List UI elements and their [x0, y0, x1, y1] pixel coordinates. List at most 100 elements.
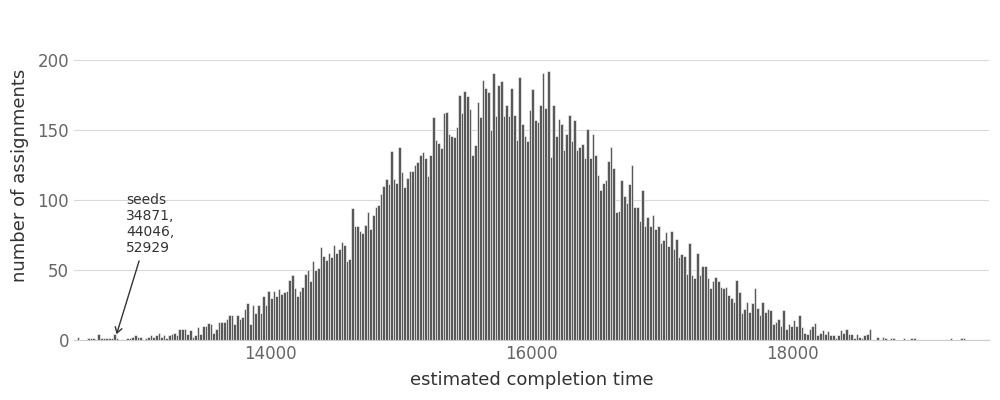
Bar	[950, 338, 952, 340]
Bar	[484, 88, 487, 340]
Bar	[688, 243, 691, 340]
Bar	[910, 338, 913, 340]
Bar	[892, 338, 895, 340]
Bar	[884, 338, 887, 340]
Bar	[77, 337, 79, 340]
Bar	[568, 114, 571, 340]
Bar	[186, 334, 189, 340]
Bar	[699, 275, 701, 340]
Bar	[709, 288, 712, 340]
Bar	[539, 105, 542, 340]
Bar	[842, 333, 845, 340]
Bar	[798, 314, 801, 340]
Bar	[788, 324, 790, 340]
Bar	[453, 137, 456, 340]
Bar	[364, 225, 367, 340]
Bar	[236, 314, 239, 340]
Bar	[145, 338, 147, 340]
Bar	[565, 134, 568, 340]
Bar	[168, 336, 171, 340]
Bar	[343, 245, 346, 340]
Bar	[777, 319, 780, 340]
Bar	[840, 330, 842, 340]
Bar	[654, 229, 657, 340]
Bar	[534, 120, 537, 340]
Bar	[555, 136, 558, 340]
Bar	[633, 207, 636, 340]
Bar	[458, 95, 461, 340]
Bar	[542, 73, 544, 340]
Bar	[429, 155, 432, 340]
Bar	[301, 286, 304, 340]
Bar	[626, 203, 628, 340]
Bar	[730, 298, 733, 340]
Bar	[696, 253, 699, 340]
Bar	[615, 212, 618, 340]
Bar	[571, 141, 573, 340]
Bar	[727, 295, 730, 340]
Bar	[578, 147, 581, 340]
Bar	[317, 268, 320, 340]
Bar	[165, 338, 168, 340]
Bar	[181, 328, 184, 340]
Bar	[448, 134, 450, 340]
Bar	[435, 140, 437, 340]
Bar	[382, 186, 385, 340]
Bar	[393, 179, 395, 340]
Bar	[756, 308, 759, 340]
Bar	[845, 328, 848, 340]
Bar	[746, 302, 748, 340]
Bar	[513, 114, 516, 340]
Bar	[307, 270, 309, 340]
Bar	[278, 289, 280, 340]
Bar	[725, 286, 727, 340]
Bar	[286, 291, 288, 340]
Bar	[550, 156, 552, 340]
Bar	[218, 322, 220, 340]
Bar	[228, 314, 231, 340]
Bar	[482, 80, 484, 340]
Bar	[309, 281, 312, 340]
Bar	[803, 333, 806, 340]
Bar	[767, 309, 769, 340]
Bar	[160, 337, 163, 340]
Bar	[474, 145, 477, 340]
Bar	[388, 184, 390, 340]
Bar	[205, 326, 207, 340]
Bar	[531, 90, 534, 340]
Bar	[492, 73, 495, 340]
Bar	[385, 179, 388, 340]
Bar	[212, 333, 215, 340]
Bar	[220, 322, 223, 340]
Bar	[126, 338, 129, 340]
Bar	[576, 150, 578, 340]
Bar	[414, 165, 416, 340]
Bar	[636, 207, 639, 340]
Bar	[500, 81, 503, 340]
Bar	[380, 194, 382, 340]
Bar	[249, 324, 252, 340]
Bar	[853, 338, 856, 340]
Bar	[537, 122, 539, 340]
Bar	[223, 322, 226, 340]
Bar	[155, 336, 158, 340]
Bar	[610, 147, 612, 340]
Bar	[829, 336, 832, 340]
Bar	[103, 338, 105, 340]
Bar	[819, 333, 822, 340]
Bar	[163, 336, 165, 340]
Bar	[620, 180, 623, 340]
Bar	[202, 326, 205, 340]
Bar	[714, 277, 717, 340]
Bar	[372, 215, 375, 340]
Bar	[273, 291, 275, 340]
Bar	[241, 317, 244, 340]
Bar	[850, 334, 853, 340]
Bar	[960, 338, 963, 340]
Bar	[432, 117, 435, 340]
Bar	[508, 116, 510, 340]
Bar	[197, 327, 199, 340]
Bar	[445, 112, 448, 340]
Bar	[686, 274, 688, 340]
Bar	[346, 261, 348, 340]
